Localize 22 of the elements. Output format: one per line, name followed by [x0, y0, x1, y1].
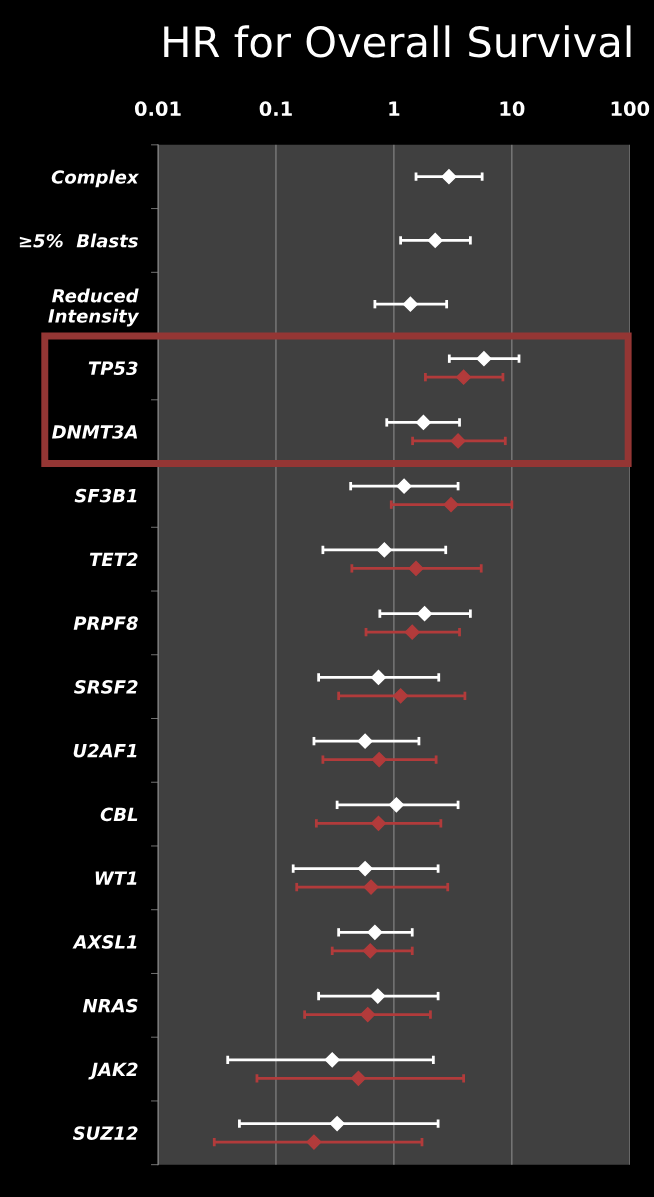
y-tick-label: PRPF8 [73, 616, 138, 631]
x-tick-label: 0.1 [259, 101, 292, 117]
x-tick-label: 0.01 [134, 101, 181, 117]
y-tick-label: SF3B1 [74, 488, 137, 503]
y-tick-label: WT1 [95, 871, 137, 885]
x-tick-label: 100 [611, 101, 650, 117]
y-tick-label: DNMT3A [52, 425, 138, 439]
y-tick-label: JAK2 [88, 1062, 138, 1080]
x-tick-label: 1 [389, 101, 400, 116]
y-tick-label: CBL [100, 807, 138, 822]
y-tick-label: Reduced Intensity [48, 288, 140, 327]
y-tick-label: SRSF2 [74, 680, 138, 694]
y-tick-label: NRAS [82, 998, 138, 1013]
y-tick-label: ≥5% Blasts [19, 233, 138, 248]
y-tick-label: U2AF1 [73, 743, 137, 758]
chart-title: HR for Overall Survival [164, 25, 631, 58]
y-tick-label: Complex [51, 169, 140, 188]
y-tick-label: TP53 [88, 361, 138, 376]
y-tick-label: TET2 [89, 552, 138, 567]
y-tick-label: SUZ12 [72, 1126, 138, 1140]
y-tick-label: AXSL1 [72, 935, 137, 949]
x-tick-label: 10 [500, 101, 525, 117]
